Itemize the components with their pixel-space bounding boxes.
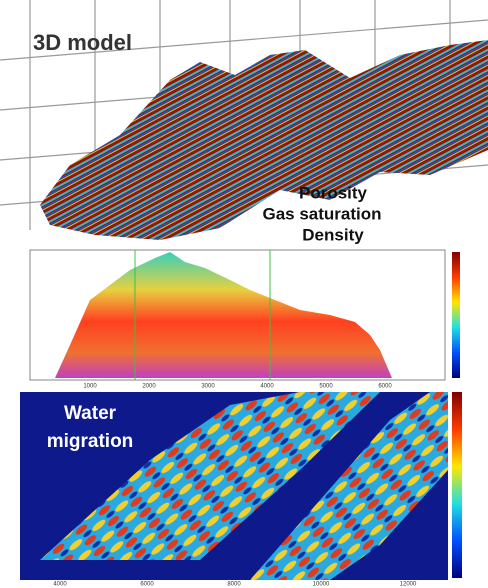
property-label: Density <box>302 225 364 244</box>
colorbar <box>452 252 460 378</box>
migration-band <box>250 392 448 580</box>
x-tick-label: 4000 <box>260 384 274 390</box>
x-tick-label: 6000 <box>378 384 392 390</box>
3d-surface <box>40 40 488 240</box>
migration-band <box>40 392 380 560</box>
x-tick-label: 8000 <box>227 582 241 588</box>
x-tick-label: 10000 <box>313 582 330 588</box>
bottom-panel: Water migration 4000 6000 8000 10000 12000 <box>20 392 462 588</box>
colorbar <box>452 392 462 578</box>
panel-label: Water <box>64 403 117 424</box>
section-image <box>55 252 392 378</box>
property-label: Porosity <box>299 183 368 202</box>
x-tick-label: 1000 <box>83 384 97 390</box>
middle-panel: 1000 2000 3000 4000 5000 6000 <box>29 249 460 390</box>
x-tick-label: 12000 <box>400 582 417 588</box>
top-panel: 3D model Porosity Gas saturation Density <box>0 0 488 244</box>
panel-label: migration <box>47 431 134 452</box>
x-tick-label: 4000 <box>53 582 67 588</box>
property-label: Gas saturation <box>262 204 381 223</box>
x-tick-label: 3000 <box>201 384 215 390</box>
x-tick-label: 6000 <box>140 582 154 588</box>
x-tick-label: 5000 <box>319 384 333 390</box>
panel-title: 3D model <box>33 30 132 55</box>
x-tick-label: 2000 <box>142 384 156 390</box>
